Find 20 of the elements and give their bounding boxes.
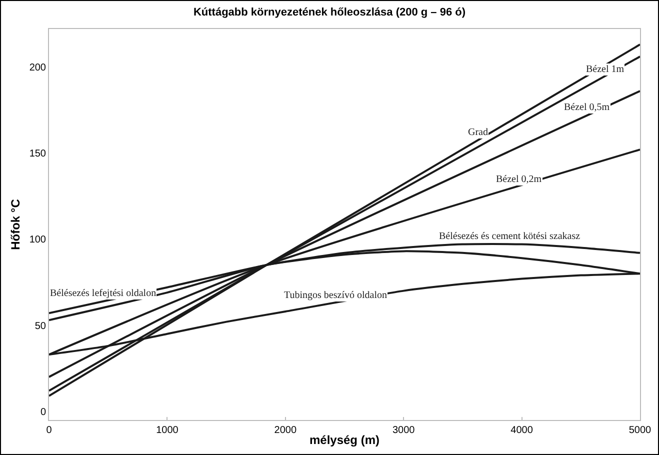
annotation: Bézel 0,2m: [496, 174, 542, 185]
y-tick-label: 100: [29, 234, 46, 246]
y-axis-title: Hőfok °C: [8, 198, 23, 250]
x-tick-label: 1000: [156, 425, 179, 436]
annotation: Bézel 0,5m: [564, 102, 610, 113]
x-tick-label: 2000: [274, 425, 297, 436]
chart-title: Kúttágabb környezetének hőleoszlása (200 g – 96 ó): [193, 6, 466, 18]
y-tick-label: 0: [40, 406, 46, 418]
x-axis-title: mélység (m): [309, 432, 380, 447]
y-tick-label: 200: [29, 62, 46, 74]
y-tick-label: 150: [29, 148, 46, 160]
annotation: Tubingos beszívó oldalon: [284, 290, 387, 301]
y-tick-label: 50: [34, 320, 46, 332]
x-tick-label: 5000: [628, 425, 652, 436]
annotation: Bélésezés lefejtési oldalon: [50, 288, 156, 299]
annotation: Grad: [468, 127, 488, 138]
annotation: Bélésezés és cement kötési szakasz: [439, 231, 581, 242]
x-tick-label: 4000: [510, 425, 534, 436]
annotation: Bézel 1m: [586, 64, 624, 75]
x-tick-label: 3000: [392, 425, 416, 436]
